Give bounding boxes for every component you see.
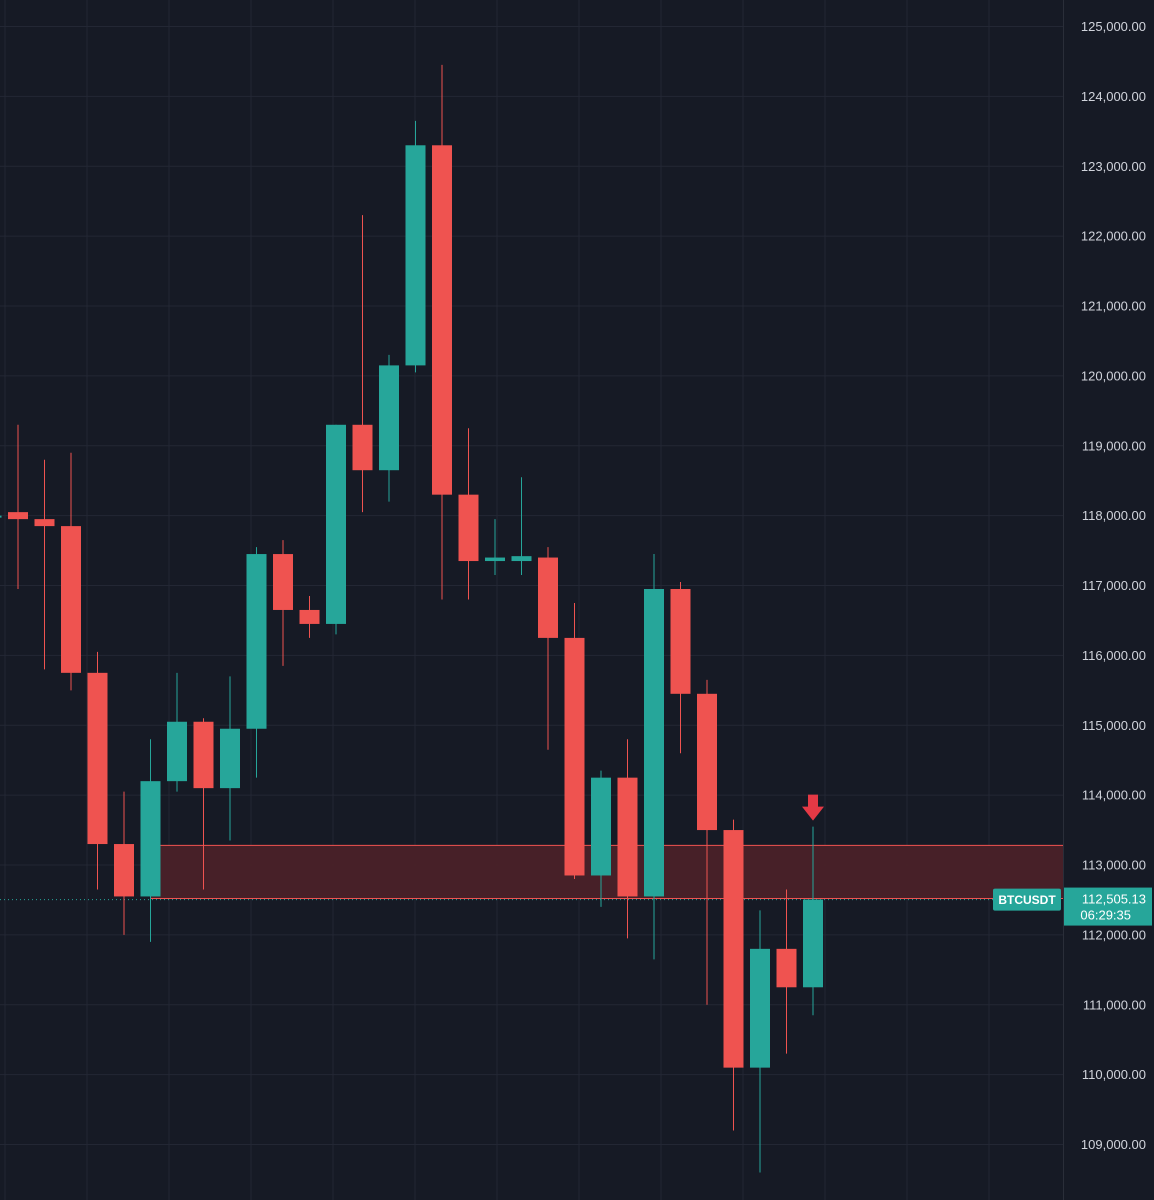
candle: [617, 739, 638, 939]
candle-body: [776, 948, 797, 988]
candle-body: [193, 721, 214, 789]
candle: [485, 519, 505, 576]
candle-body: [697, 693, 717, 831]
candle-body: [432, 145, 452, 495]
y-tick-label: 123,000.00: [1081, 159, 1146, 174]
candle: [114, 791, 134, 935]
candle-body: [326, 424, 346, 624]
candle: [432, 64, 452, 600]
last-price-tag-background: [1064, 887, 1152, 926]
y-tick-label: 112,000.00: [1082, 927, 1146, 942]
y-tick-label: 125,000.00: [1081, 19, 1146, 34]
y-tick-label: 111,000.00: [1083, 997, 1146, 1012]
y-tick-label: 115,000.00: [1082, 718, 1146, 733]
candle: [220, 676, 240, 841]
candle-body: [591, 777, 611, 876]
candle: [246, 547, 267, 778]
candle: [697, 679, 717, 1005]
candle: [803, 826, 823, 1016]
candle: [405, 120, 426, 373]
candle: [273, 540, 293, 666]
candle: [750, 910, 770, 1173]
candle-body: [34, 519, 55, 527]
symbol-tag: BTCUSDT: [993, 888, 1061, 911]
candle-body: [61, 526, 81, 673]
y-tick-label: 109,000.00: [1081, 1137, 1146, 1152]
symbol-tag-background: [993, 888, 1061, 911]
candle-body: [167, 721, 187, 782]
candle-body: [0, 515, 2, 518]
candle: [511, 477, 532, 576]
symbol-tag-label: BTCUSDT: [998, 893, 1056, 907]
candle: [776, 889, 797, 1054]
candles-layer: [0, 64, 823, 1173]
candle-body: [299, 609, 320, 624]
candle: [87, 651, 108, 890]
candle: [379, 354, 399, 502]
candle-body: [644, 588, 664, 897]
y-tick-label: 121,000.00: [1081, 299, 1146, 314]
candle: [644, 554, 664, 960]
candle: [0, 515, 2, 518]
candle-body: [8, 512, 28, 520]
last-price-value: 112,505.13: [1082, 892, 1146, 907]
grid-lines: [0, 0, 1063, 1200]
y-tick-label: 117,000.00: [1082, 578, 1146, 593]
candle-body: [220, 728, 240, 789]
candle: [670, 582, 691, 754]
candle: [352, 215, 373, 513]
last-price-tag: 112,505.13 06:29:35: [1064, 887, 1152, 926]
candle: [34, 459, 55, 670]
candle-body: [87, 672, 108, 845]
bar-countdown: 06:29:35: [1080, 908, 1131, 923]
candle-body: [564, 637, 585, 876]
candle-body: [140, 781, 161, 897]
candle-body: [670, 588, 691, 694]
candle: [723, 819, 744, 1131]
y-tick-label: 124,000.00: [1081, 89, 1146, 104]
candle: [458, 428, 479, 600]
price-axis[interactable]: 109,000.00 110,000.00 111,000.00 112,000.00…: [1081, 19, 1146, 1152]
candle: [299, 595, 320, 638]
y-tick-label: 113,000.00: [1082, 858, 1146, 873]
candle: [8, 424, 28, 589]
down-arrow-icon: [802, 794, 824, 821]
candle: [140, 739, 161, 942]
candle-body: [723, 830, 744, 1068]
candle: [193, 718, 214, 890]
candle-body: [511, 556, 532, 562]
signal-marker: [802, 794, 824, 821]
candle: [564, 602, 585, 879]
candle: [167, 672, 187, 792]
candle-body: [246, 554, 267, 729]
y-tick-label: 110,000.00: [1082, 1067, 1146, 1082]
candle: [326, 424, 346, 635]
y-tick-label: 114,000.00: [1082, 788, 1146, 803]
candle-body: [405, 145, 426, 366]
candle: [538, 547, 558, 750]
y-tick-label: 119,000.00: [1082, 438, 1146, 453]
candle-body: [485, 557, 505, 562]
y-tick-label: 122,000.00: [1081, 229, 1146, 244]
y-tick-label: 116,000.00: [1082, 648, 1146, 663]
candle-body: [458, 494, 479, 562]
candle-body: [750, 948, 770, 1068]
candle-body: [379, 365, 399, 471]
candle-body: [352, 424, 373, 471]
candle-body: [538, 557, 558, 638]
candle: [591, 770, 611, 907]
y-tick-label: 118,000.00: [1082, 508, 1146, 523]
y-tick-label: 120,000.00: [1081, 368, 1146, 383]
candle-body: [803, 899, 823, 988]
candle-body: [114, 844, 134, 897]
candle: [61, 452, 81, 691]
candle-body: [273, 554, 293, 610]
candle-body: [617, 777, 638, 897]
